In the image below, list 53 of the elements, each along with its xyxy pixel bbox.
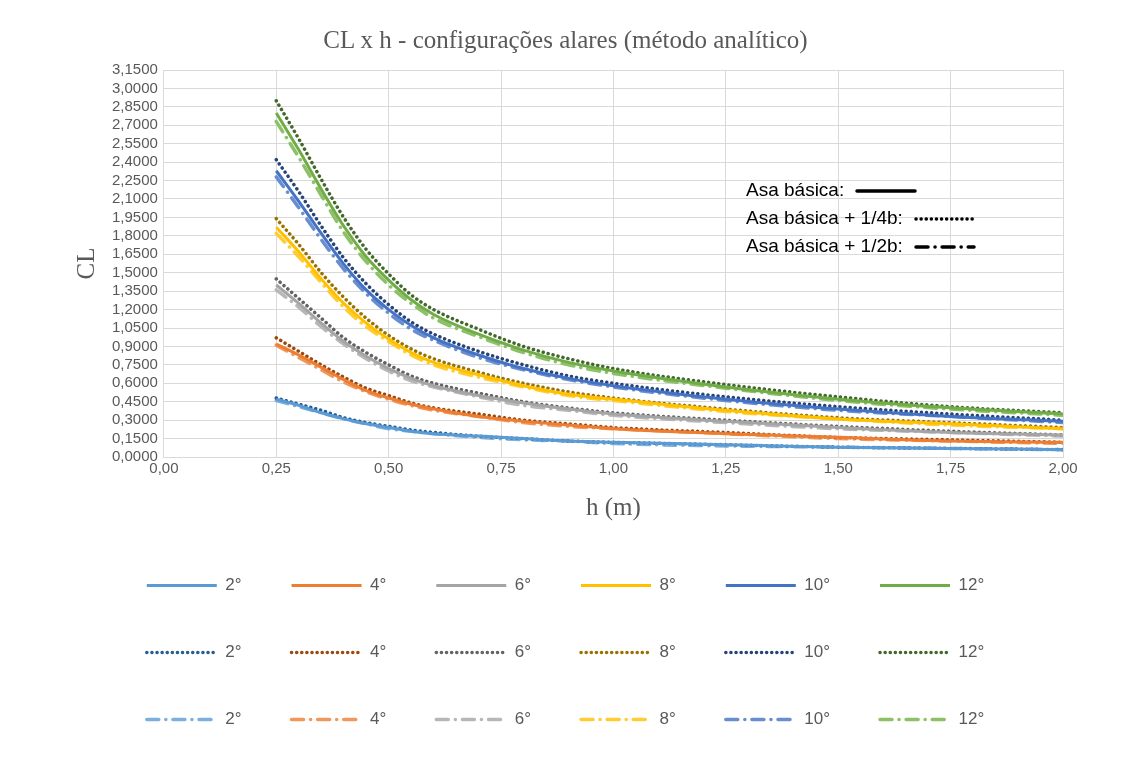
legend-label: 12°	[958, 642, 985, 662]
annotation: Asa básica + 1/2b:	[746, 235, 903, 256]
legend-label: 12°	[958, 709, 985, 729]
y-tick-label: 1,6500	[111, 244, 158, 262]
y-tick-label: 1,9500	[111, 207, 158, 225]
legend-label: 6°	[514, 642, 532, 662]
x-tick-label: 2,00	[1048, 459, 1078, 477]
legend-label: 8°	[659, 575, 676, 595]
x-tick-label: 0,75	[486, 459, 516, 477]
legend-label: 4°	[370, 642, 387, 662]
y-tick-label: 0,7500	[111, 355, 158, 372]
legend-label: 2°	[225, 575, 242, 595]
y-tick-label: 0,1500	[111, 428, 158, 446]
x-axis-title: h (m)	[586, 492, 641, 521]
y-tick-label: 2,2500	[111, 170, 158, 188]
x-tick-label: 1,00	[598, 459, 629, 477]
legend-label: 10°	[804, 709, 831, 729]
x-tick-label: 1,75	[936, 459, 966, 477]
x-tick-label: 0,50	[374, 459, 404, 477]
chart-title: CL x h - configurações alares (método analítico)	[323, 25, 808, 54]
legend-label: 10°	[804, 575, 831, 595]
legend-label: 2°	[225, 709, 242, 729]
legend-label: 4°	[370, 709, 387, 729]
y-axis-title: CL	[71, 247, 99, 280]
annotation: Asa básica:	[746, 179, 845, 200]
y-tick-label: 3,0000	[111, 78, 158, 96]
legend-label: 6°	[514, 575, 532, 595]
legend-label: 4°	[370, 575, 387, 595]
y-tick-label: 2,8500	[111, 97, 158, 114]
y-tick-label: 0,4500	[111, 391, 158, 409]
y-tick-label: 1,5000	[111, 262, 158, 280]
legend-label: 8°	[659, 642, 676, 662]
y-tick-label: 0,9000	[111, 336, 158, 354]
y-tick-label: 2,4000	[111, 152, 158, 170]
x-tick-label: 0,25	[261, 459, 291, 477]
y-tick-label: 0,6000	[111, 373, 158, 391]
legend-label: 10°	[804, 642, 831, 662]
annotation: Asa básica + 1/4b:	[746, 207, 903, 228]
y-tick-label: 2,1000	[111, 189, 158, 207]
y-tick-label: 1,2000	[111, 299, 158, 317]
y-tick-label: 0,3000	[111, 410, 158, 428]
legend-label: 2°	[225, 642, 242, 662]
y-tick-label: 1,0500	[111, 318, 158, 336]
y-tick-label: 2,7000	[111, 115, 158, 133]
legend-label: 12°	[958, 575, 985, 595]
y-tick-label: 3,1500	[111, 60, 158, 78]
y-tick-label: 2,5500	[111, 133, 158, 151]
x-tick-label: 1,25	[711, 459, 741, 477]
x-tick-label: 1,50	[823, 459, 853, 477]
y-tick-label: 1,8000	[111, 226, 158, 243]
legend-label: 6°	[514, 709, 532, 729]
y-tick-label: 1,3500	[111, 281, 158, 299]
legend-label: 8°	[659, 709, 676, 729]
